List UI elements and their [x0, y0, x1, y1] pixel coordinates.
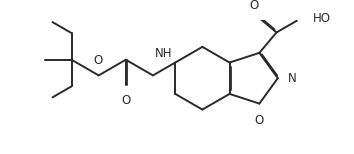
Text: O: O [255, 114, 264, 127]
Text: HO: HO [313, 12, 331, 25]
Text: N: N [288, 72, 297, 85]
Text: NH: NH [155, 47, 173, 60]
Text: O: O [121, 93, 130, 107]
Text: O: O [93, 54, 102, 67]
Text: O: O [250, 0, 259, 12]
